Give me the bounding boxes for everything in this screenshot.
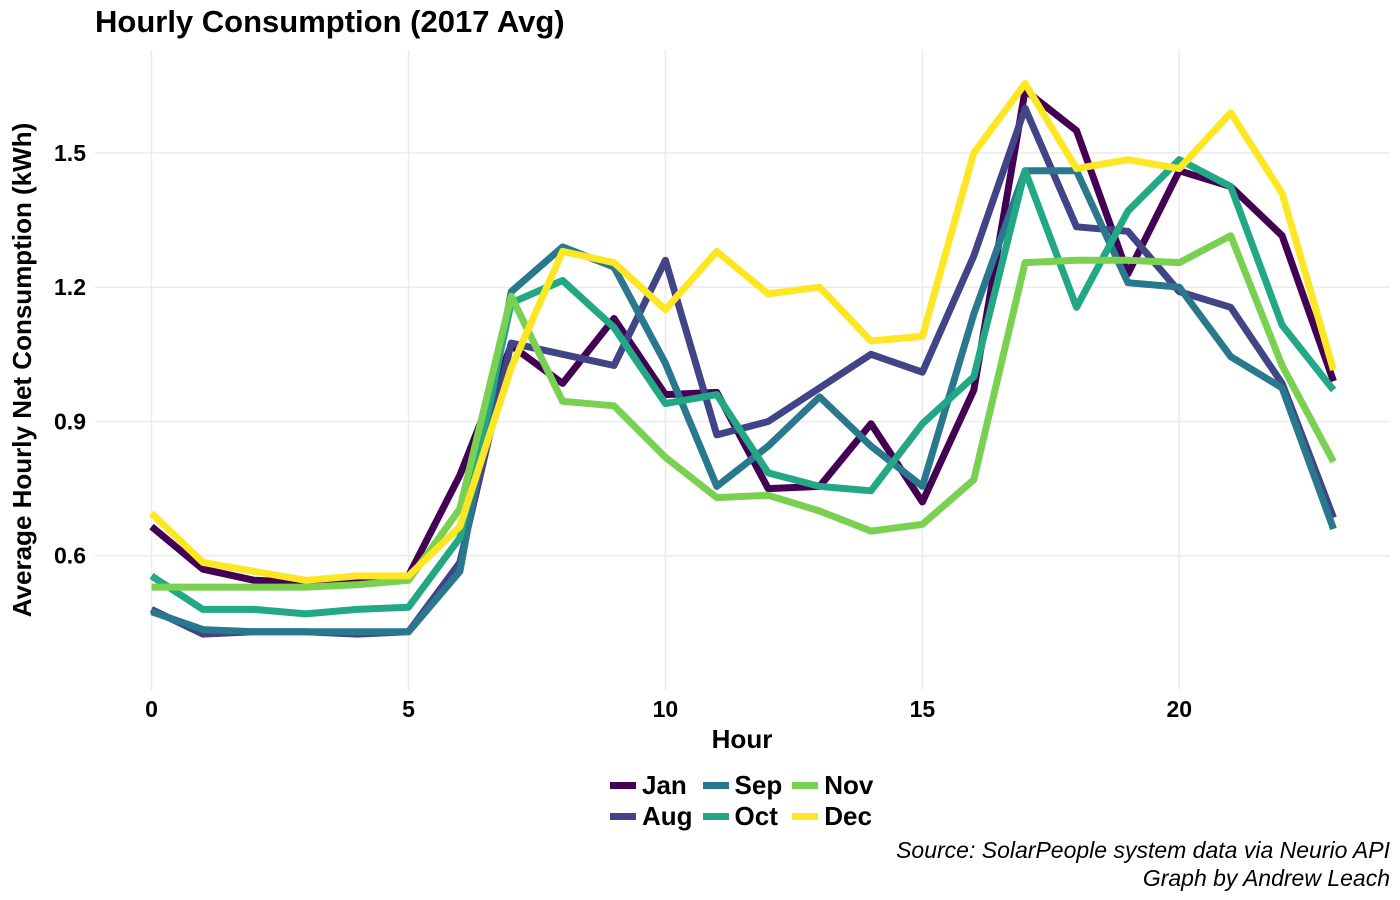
legend-key [610,813,636,820]
legend-item-dec: Dec [792,801,873,832]
x-tick-label: 10 [653,696,679,722]
x-tick-label: 15 [910,696,936,722]
legend-item-aug: Aug [610,801,693,832]
x-tick-label: 0 [145,696,158,722]
series-line-nov [151,232,1337,591]
legend-item-sep: Sep [702,770,783,801]
legend-label: Aug [642,801,693,831]
legend-label: Oct [734,801,778,831]
y-axis-title: Average Hourly Net Consumption (kWh) [7,123,37,618]
series-line-dec [149,80,1337,584]
caption: Source: SolarPeople system data via Neur… [896,836,1390,892]
legend-item-oct: Oct [702,801,783,832]
caption-credit: Graph by Andrew Leach [1142,865,1390,891]
y-tick-label: 1.5 [54,140,86,166]
legend-key [702,782,729,789]
series-line-oct [149,156,1337,618]
legend-item-nov: Nov [792,770,873,801]
legend: Jan Aug Sep Oct Nov Dec [610,770,873,832]
legend-label: Nov [824,770,874,800]
y-tick-label: 0.9 [54,408,86,434]
legend-label: Dec [824,801,872,831]
x-tick-label: 5 [402,696,415,722]
series-line-jan [149,86,1337,587]
y-tick-label: 1.2 [54,274,86,300]
y-tick-label: 0.6 [54,543,86,569]
legend-key [702,813,729,820]
x-tick-label: 20 [1167,696,1193,722]
chart-title: Hourly Consumption (2017 Avg) [95,4,565,39]
legend-label: Jan [642,770,687,800]
legend-item-jan: Jan [610,770,693,801]
caption-source: Source: SolarPeople system data via Neur… [896,837,1390,863]
series-line-sep [150,167,1337,636]
legend-key [792,813,819,820]
legend-key [610,782,636,789]
legend-label: Sep [734,770,783,800]
x-axis-title: Hour [712,724,773,754]
legend-key [792,782,819,789]
